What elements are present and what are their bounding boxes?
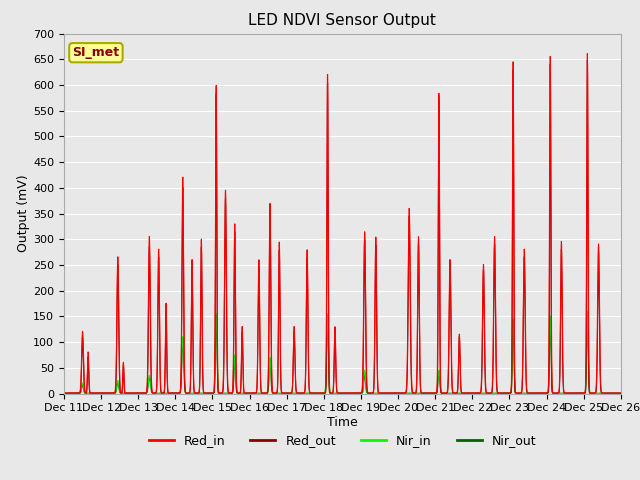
Red_in: [617, 390, 625, 396]
Nir_out: [546, 326, 554, 332]
Text: SI_met: SI_met: [72, 46, 120, 59]
Nir_out: [617, 390, 625, 396]
Nir_out: [274, 390, 282, 396]
Red_out: [274, 386, 282, 392]
Nir_in: [606, 390, 614, 396]
Nir_out: [157, 390, 164, 396]
Line: Red_out: Red_out: [64, 60, 621, 393]
Red_in: [60, 390, 68, 396]
Nir_in: [617, 390, 625, 396]
Nir_out: [584, 311, 591, 316]
Red_out: [60, 390, 68, 396]
Red_in: [606, 390, 614, 396]
Nir_out: [124, 390, 131, 396]
Red_out: [298, 390, 305, 396]
Nir_in: [157, 390, 164, 396]
Nir_out: [298, 390, 305, 396]
Nir_in: [546, 322, 554, 327]
X-axis label: Time: Time: [327, 416, 358, 429]
Y-axis label: Output (mV): Output (mV): [17, 175, 30, 252]
Line: Nir_in: Nir_in: [64, 311, 621, 393]
Red_out: [617, 390, 625, 396]
Nir_in: [60, 390, 68, 396]
Nir_in: [274, 390, 282, 396]
Red_in: [274, 382, 282, 387]
Red_out: [584, 57, 591, 63]
Red_out: [606, 390, 614, 396]
Red_out: [546, 134, 554, 140]
Red_in: [298, 390, 305, 396]
Legend: Red_in, Red_out, Nir_in, Nir_out: Red_in, Red_out, Nir_in, Nir_out: [143, 429, 541, 452]
Red_in: [124, 390, 131, 396]
Red_out: [124, 390, 131, 396]
Nir_in: [298, 390, 305, 396]
Nir_out: [606, 390, 614, 396]
Red_in: [584, 51, 591, 57]
Nir_in: [584, 308, 591, 314]
Title: LED NDVI Sensor Output: LED NDVI Sensor Output: [248, 13, 436, 28]
Line: Red_in: Red_in: [64, 54, 621, 393]
Red_out: [157, 385, 164, 391]
Red_in: [157, 380, 164, 386]
Nir_out: [60, 390, 68, 396]
Red_in: [546, 108, 554, 113]
Line: Nir_out: Nir_out: [64, 313, 621, 393]
Nir_in: [124, 390, 131, 396]
